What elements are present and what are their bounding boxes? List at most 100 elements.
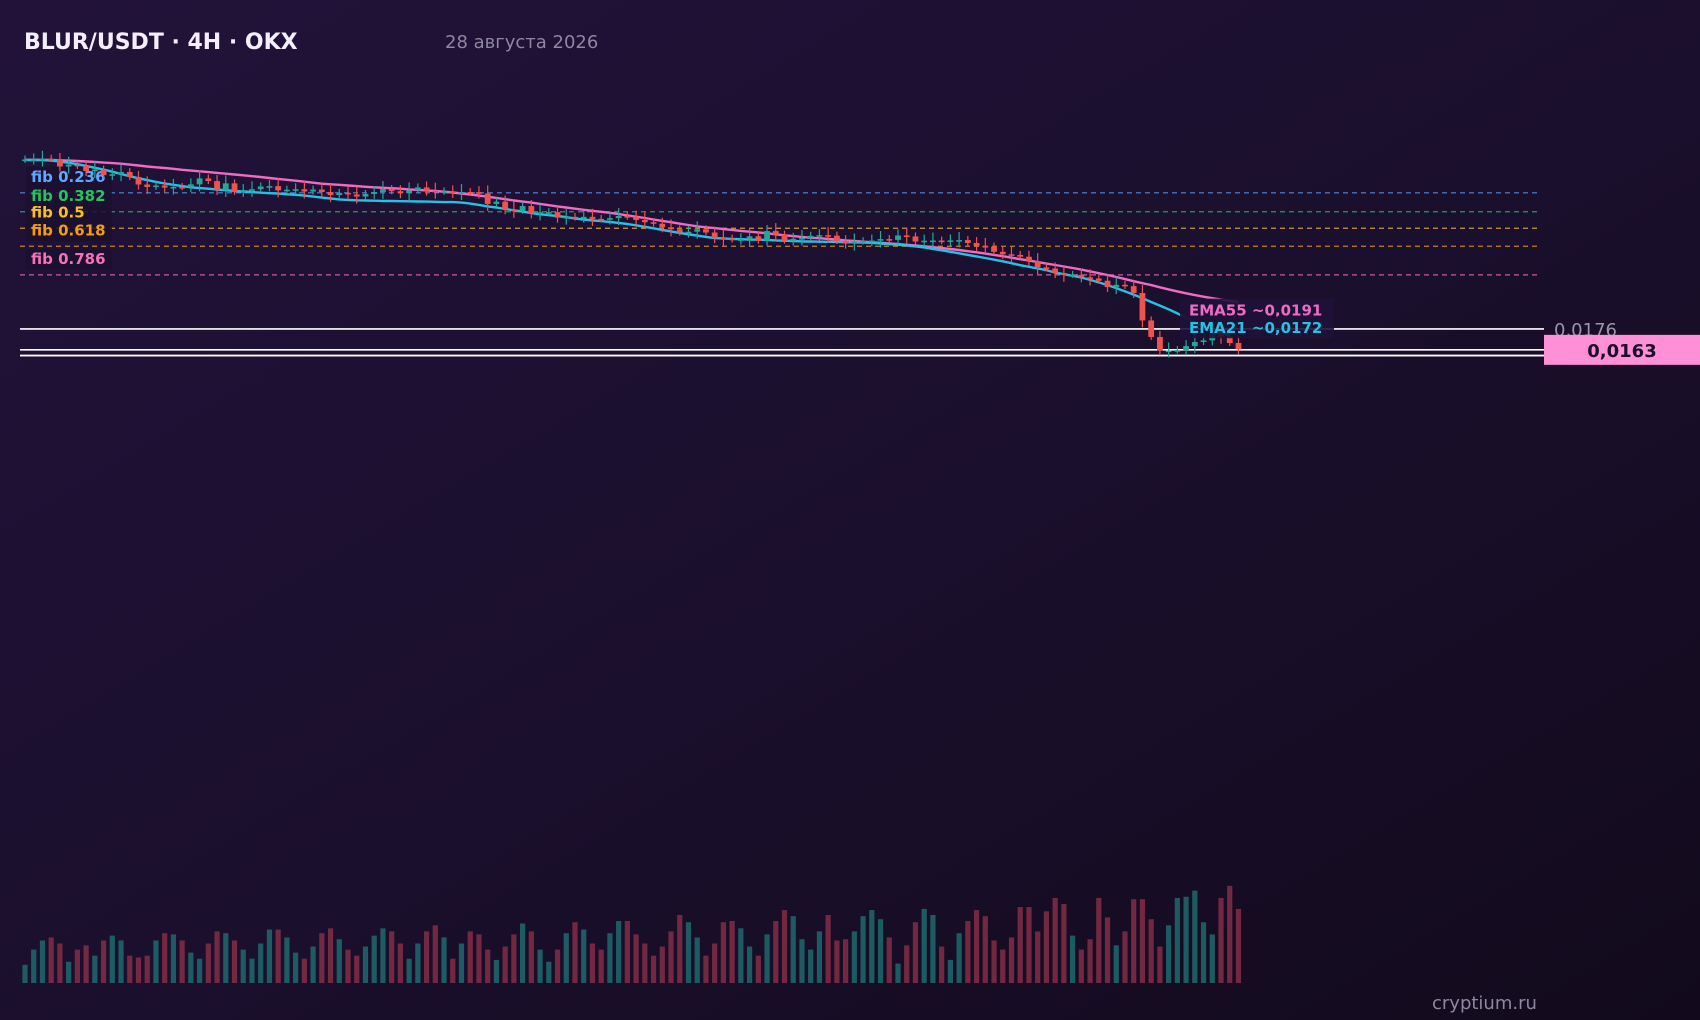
volume-bar (799, 939, 805, 983)
candles (22, 150, 1242, 358)
candle (737, 233, 744, 245)
candle-body (118, 172, 124, 175)
volume-bar (921, 908, 927, 983)
candle (109, 168, 116, 181)
volume-bar (1209, 934, 1215, 983)
candle (153, 181, 159, 190)
candle-body (292, 189, 299, 191)
candle-body (772, 231, 779, 235)
candle (510, 201, 517, 218)
candle (1043, 263, 1050, 272)
candle-body (982, 245, 989, 248)
volume-bar (1078, 949, 1084, 983)
candle-body (57, 159, 63, 167)
candle-body (362, 193, 369, 197)
volume-bar (423, 931, 430, 983)
candle-body (737, 239, 744, 241)
ema21-label-bg (1180, 316, 1334, 339)
volume-bar (825, 914, 831, 983)
candle (214, 175, 220, 196)
candle-body (83, 166, 90, 172)
candle-body (22, 159, 28, 162)
candle (1034, 253, 1041, 275)
candle-body (1130, 286, 1137, 293)
volume-bar (1166, 925, 1172, 983)
volume-bar (467, 931, 473, 983)
candle (711, 226, 718, 244)
volume-bar (458, 943, 465, 983)
candle (694, 221, 701, 239)
candle-body (1226, 336, 1233, 343)
candle-body (187, 184, 194, 188)
candle (301, 181, 308, 199)
candle-body (1008, 254, 1015, 256)
volume-bar (720, 922, 726, 983)
volume-bar (1235, 908, 1242, 983)
candle-body (711, 232, 718, 239)
candle-body (1122, 284, 1128, 287)
candle-body (694, 229, 701, 232)
volume-bar (589, 943, 596, 983)
candle (388, 185, 395, 195)
candle (458, 184, 465, 200)
candle-body (764, 231, 770, 241)
volume-bar (947, 959, 953, 983)
volume-bar (1026, 907, 1032, 983)
volume-bar (860, 916, 866, 983)
candle-body (1113, 284, 1120, 288)
candle (118, 164, 124, 182)
fib-label-0: fib 0.236 (31, 168, 106, 186)
volume-bar (310, 946, 316, 983)
candle (205, 174, 212, 185)
volume-bar (362, 946, 369, 983)
volume-bar (677, 914, 683, 983)
volume-bar (197, 958, 203, 983)
volume-bar (816, 931, 823, 983)
candle (563, 208, 570, 225)
candle (83, 160, 90, 177)
candle-body (868, 240, 875, 243)
candle (371, 186, 378, 199)
candle (519, 202, 526, 214)
candle (641, 211, 648, 230)
volume-bar (1227, 885, 1233, 983)
candle (833, 231, 840, 245)
fib-label-2: fib 0.5 (31, 203, 85, 221)
candle (353, 186, 360, 204)
current-price-tag (1544, 334, 1700, 365)
ema21-label: EMA21 ~0,0172 (1189, 319, 1322, 337)
candle (589, 208, 596, 226)
candle (825, 227, 832, 243)
candle (877, 231, 884, 248)
candle-body (580, 216, 587, 219)
candle-body (563, 216, 570, 219)
candle (423, 181, 430, 196)
fib-label-bg-2 (26, 202, 112, 224)
volume-bar (773, 921, 779, 983)
volume-bar (703, 955, 709, 983)
candle-body (414, 187, 421, 191)
chart-title: BLUR/USDT · 4H · OKX (24, 30, 298, 55)
volume-bar (1096, 897, 1102, 983)
volume-bar (755, 955, 761, 983)
candle-body (1026, 256, 1032, 262)
candle-body (179, 186, 186, 189)
candle (57, 153, 63, 172)
current-price-label: 0,0163 (1587, 341, 1656, 362)
candle (231, 179, 238, 195)
volume-bar (685, 922, 692, 983)
candle-body (598, 218, 605, 221)
candle (1122, 280, 1128, 290)
candle (1183, 340, 1189, 356)
volume-bar (930, 914, 936, 983)
candle-body (676, 229, 683, 233)
candle (868, 234, 875, 247)
candle (947, 234, 954, 247)
candle-body (170, 186, 177, 189)
candle (161, 179, 168, 193)
volume-bar (781, 910, 788, 983)
candle-body (30, 159, 37, 162)
candle-body (266, 186, 273, 188)
